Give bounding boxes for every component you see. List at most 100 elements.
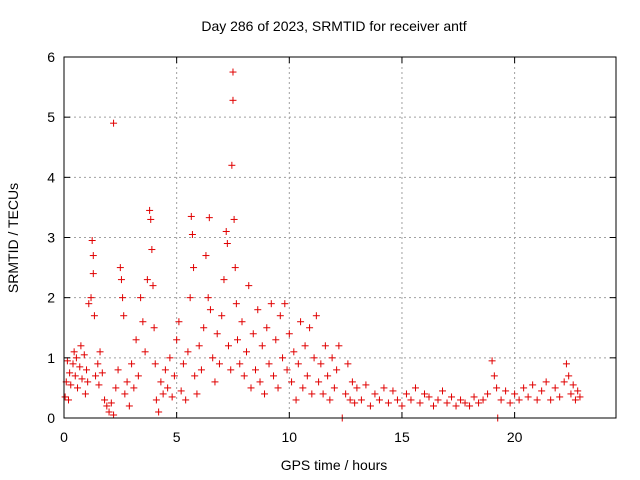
data-point bbox=[204, 294, 212, 302]
data-point bbox=[88, 237, 96, 245]
data-point bbox=[236, 360, 244, 368]
data-point bbox=[94, 360, 102, 368]
data-point bbox=[218, 312, 226, 320]
data-point bbox=[380, 384, 388, 392]
data-point bbox=[240, 372, 248, 380]
data-point bbox=[328, 354, 336, 362]
data-point bbox=[187, 212, 195, 220]
data-point bbox=[63, 357, 71, 365]
data-point bbox=[366, 402, 374, 410]
data-point bbox=[256, 378, 264, 386]
data-point bbox=[547, 396, 555, 404]
data-point bbox=[299, 384, 307, 392]
data-point bbox=[265, 360, 273, 368]
y-tick-label: 5 bbox=[47, 109, 55, 125]
data-point bbox=[520, 384, 528, 392]
data-point bbox=[270, 372, 278, 380]
data-point bbox=[96, 348, 104, 356]
data-point bbox=[511, 390, 519, 398]
data-point bbox=[95, 381, 103, 389]
data-point bbox=[344, 360, 352, 368]
data-point bbox=[143, 276, 151, 284]
x-axis-label: GPS time / hours bbox=[281, 457, 388, 473]
data-point bbox=[556, 393, 564, 401]
data-point bbox=[490, 372, 498, 380]
data-point bbox=[110, 411, 118, 419]
data-point bbox=[230, 215, 238, 223]
y-axis-label: SRMTID / TECUs bbox=[5, 183, 21, 293]
data-point bbox=[430, 402, 438, 410]
data-point bbox=[576, 393, 584, 401]
data-point bbox=[312, 312, 320, 320]
chart-title: Day 286 of 2023, SRMTID for receiver ant… bbox=[201, 18, 466, 34]
data-point bbox=[506, 399, 514, 407]
data-point bbox=[488, 357, 496, 365]
data-point bbox=[330, 384, 338, 392]
data-point bbox=[146, 206, 154, 214]
data-point bbox=[351, 399, 359, 407]
data-point bbox=[308, 390, 316, 398]
data-point bbox=[193, 390, 201, 398]
data-point bbox=[346, 396, 354, 404]
data-point bbox=[502, 387, 510, 395]
data-point bbox=[110, 119, 118, 127]
data-point bbox=[81, 390, 89, 398]
data-point bbox=[191, 372, 199, 380]
x-tick-label: 0 bbox=[60, 429, 68, 445]
data-point bbox=[223, 240, 231, 248]
data-point bbox=[357, 396, 365, 404]
data-point bbox=[301, 342, 309, 350]
data-point bbox=[231, 264, 239, 272]
data-point bbox=[470, 393, 478, 401]
data-point bbox=[147, 215, 155, 223]
data-point bbox=[324, 372, 332, 380]
data-point bbox=[211, 378, 219, 386]
data-point bbox=[148, 246, 156, 254]
data-point bbox=[173, 336, 181, 344]
data-point bbox=[258, 342, 266, 350]
data-point bbox=[317, 360, 325, 368]
data-point bbox=[484, 390, 492, 398]
data-point bbox=[141, 348, 149, 356]
data-point bbox=[371, 390, 379, 398]
data-point bbox=[155, 408, 163, 416]
data-point bbox=[166, 354, 174, 362]
data-point bbox=[228, 161, 236, 169]
data-point bbox=[420, 390, 428, 398]
data-point bbox=[233, 336, 241, 344]
data-point bbox=[90, 312, 98, 320]
data-point bbox=[319, 390, 327, 398]
data-point bbox=[457, 396, 465, 404]
data-point bbox=[310, 354, 318, 362]
data-point bbox=[263, 324, 271, 332]
data-point bbox=[279, 354, 287, 362]
data-point bbox=[182, 396, 190, 404]
data-point bbox=[245, 282, 253, 290]
data-point bbox=[139, 318, 147, 326]
data-point bbox=[242, 348, 250, 356]
data-point bbox=[434, 396, 442, 404]
data-point bbox=[84, 378, 92, 386]
data-point bbox=[571, 396, 579, 404]
data-point bbox=[116, 264, 124, 272]
data-point bbox=[87, 294, 95, 302]
data-point bbox=[107, 399, 115, 407]
data-point bbox=[292, 396, 300, 404]
data-point bbox=[78, 375, 86, 383]
data-point bbox=[177, 387, 185, 395]
data-point bbox=[150, 324, 158, 332]
data-point bbox=[272, 336, 280, 344]
data-point bbox=[213, 330, 221, 338]
data-point bbox=[65, 396, 73, 404]
data-point bbox=[375, 396, 383, 404]
data-point bbox=[321, 342, 329, 350]
data-point bbox=[288, 378, 296, 386]
data-points bbox=[61, 68, 584, 422]
data-point bbox=[267, 300, 275, 308]
data-point bbox=[206, 306, 214, 314]
data-point bbox=[529, 381, 537, 389]
data-point bbox=[121, 390, 129, 398]
data-point bbox=[157, 378, 165, 386]
data-point bbox=[92, 372, 100, 380]
